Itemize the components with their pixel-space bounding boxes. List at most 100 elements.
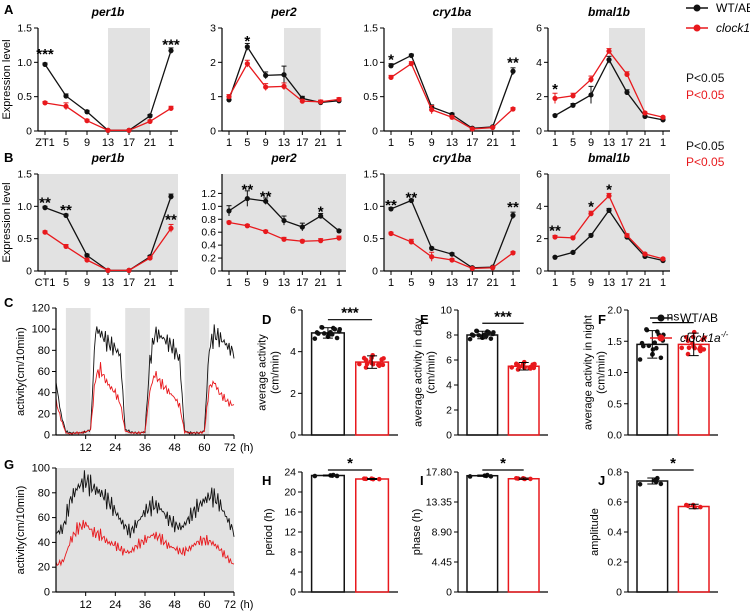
y-tick-label: 0	[290, 587, 296, 599]
individual-point	[334, 335, 340, 341]
bar-wt	[466, 474, 499, 593]
individual-point	[337, 326, 343, 332]
individual-point	[658, 481, 664, 487]
data-point-wt	[510, 68, 516, 74]
y-tick-label: 8	[290, 547, 296, 559]
individual-point	[698, 348, 703, 354]
y-tick-label: 1.5	[17, 169, 32, 181]
chart-d: 0 2 4 6 *** average activity(cm/min)	[257, 305, 398, 442]
x-tick-label: 9	[84, 137, 90, 149]
x-axis-label: (h)	[240, 442, 253, 454]
chart-title: per2	[270, 151, 297, 165]
individual-point	[488, 336, 494, 341]
individual-point	[637, 357, 643, 362]
p-value-wt: P<0.05	[686, 139, 725, 153]
data-point-wt	[408, 52, 414, 59]
x-tick-label: 21	[487, 137, 499, 149]
data-point-wt	[408, 197, 414, 204]
individual-point	[532, 361, 537, 367]
data-point-wt	[263, 72, 269, 78]
x-tick-label: 1	[168, 137, 174, 149]
individual-point	[685, 338, 691, 344]
y-tick-label: 3	[210, 23, 216, 35]
individual-point	[702, 335, 707, 340]
data-point-clock1a	[226, 94, 232, 100]
x-tick-label: 13	[603, 277, 615, 289]
data-point-clock1a	[318, 99, 324, 105]
individual-point	[486, 330, 492, 335]
legend-label-clock1a-sup: -/-	[721, 330, 729, 339]
y-tick-label: 0	[446, 587, 452, 599]
x-tick-label: 13	[102, 137, 114, 149]
data-point-clock1a	[168, 105, 174, 111]
significance-mark: **	[241, 182, 253, 199]
y-tick-label: 0	[26, 126, 32, 138]
data-point-clock1a	[84, 257, 90, 263]
significance-mark: ns	[667, 310, 680, 324]
significance-mark: *	[388, 52, 394, 69]
data-point-wt	[42, 61, 48, 67]
y-tick-label: 0.2	[201, 253, 216, 265]
individual-point	[528, 366, 533, 371]
individual-point	[334, 473, 340, 479]
dark-period-shade	[65, 308, 91, 435]
y-axis-label: activity(cm/10min)	[15, 486, 27, 575]
chart-g: 0 20 40 60 80 100 12 24 36 48 60 72 (h) activity(cm/1…	[15, 463, 253, 611]
activity-trace-wt	[55, 470, 235, 539]
x-tick-label: 1	[552, 277, 558, 289]
y-tick-label: 1	[210, 91, 216, 103]
legend-label-wt: WT/AB	[680, 311, 718, 325]
y-axis-label: average activity in night(cm/min)	[583, 315, 608, 430]
significance-mark: **	[385, 197, 397, 214]
significance-mark: *	[500, 455, 506, 472]
data-point-clock1a	[263, 228, 269, 235]
dark-period-shade	[56, 468, 234, 592]
data-point-wt	[388, 63, 394, 69]
individual-point	[509, 365, 515, 370]
x-tick-label: 5	[63, 277, 69, 289]
data-point-wt	[147, 113, 153, 119]
data-point-clock1a	[42, 229, 48, 235]
data-point-clock1a	[299, 238, 305, 244]
y-axis-label: average activity(cm/min)	[257, 334, 282, 411]
x-tick-label: 13	[446, 137, 458, 149]
individual-point	[364, 361, 370, 367]
data-point-wt	[552, 254, 558, 260]
individual-point	[658, 355, 664, 361]
significance-mark: **	[405, 189, 417, 206]
individual-point	[488, 474, 494, 479]
individual-point	[491, 330, 496, 335]
panel-label-h: H	[262, 473, 271, 488]
y-tick-label: 8.90	[432, 527, 453, 539]
significance-mark: *	[244, 33, 250, 50]
y-axis-label-line: average activity in day	[413, 318, 425, 427]
x-tick-label: 9	[84, 277, 90, 289]
y-axis-label: phase (h)	[411, 509, 423, 555]
dark-period-shade	[452, 28, 493, 131]
data-point-clock1a	[624, 71, 630, 77]
legend-label-clock1a: clock1a-/-	[716, 20, 750, 35]
data-point-clock1a	[336, 96, 342, 103]
significance-mark: ***	[162, 36, 180, 53]
y-axis-label-line: (cm/min)	[596, 351, 608, 394]
data-point-clock1a	[642, 110, 648, 116]
dark-period-shade	[108, 28, 150, 131]
y-tick-label: 0	[616, 587, 622, 599]
individual-point	[332, 326, 338, 332]
significance-mark: *	[606, 181, 612, 198]
y-tick-label: 100	[32, 324, 50, 336]
chart-title: bmal1b	[588, 151, 630, 165]
y-tick-label: 1.5	[363, 23, 378, 35]
x-tick-label: 1	[226, 137, 232, 149]
y-tick-label: 0	[536, 126, 542, 138]
chart-h: 0 4 8 12 16 20 24 * period (h)	[263, 455, 398, 599]
y-tick-label: 1.0	[363, 57, 378, 69]
data-point-wt	[168, 48, 174, 54]
y-tick-label: 0	[446, 430, 452, 442]
y-tick-label: 12	[284, 527, 296, 539]
y-tick-label: 20	[284, 487, 296, 499]
significance-mark: **	[260, 189, 272, 206]
y-axis-label-line: Expression level	[1, 39, 13, 119]
